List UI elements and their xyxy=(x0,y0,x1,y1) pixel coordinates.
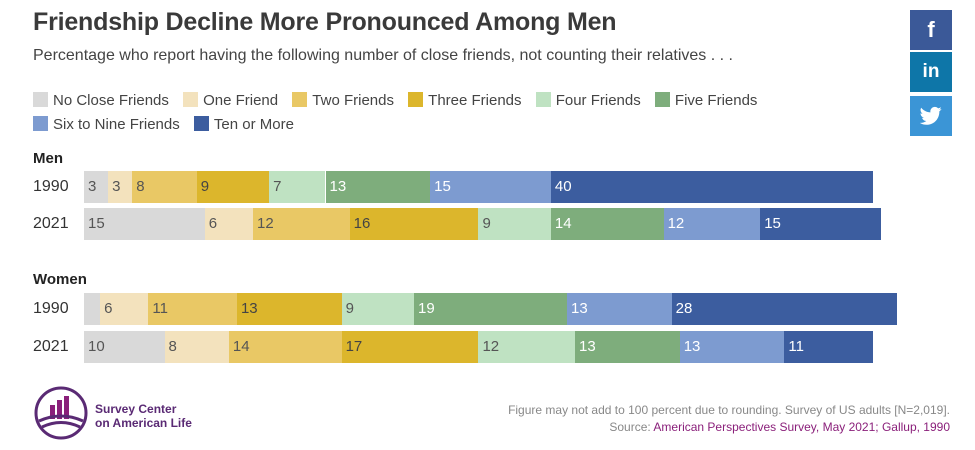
legend-swatch xyxy=(33,92,48,107)
bar-men-2021: 15 6 12 16 9 14 12 15 xyxy=(84,208,881,240)
source-prefix: Source: xyxy=(609,420,654,434)
legend-label: One Friend xyxy=(203,92,279,109)
twitter-icon xyxy=(920,106,942,125)
bar-segment-two-friends: 11 xyxy=(148,293,237,325)
legend-item-five-friends: Five Friends xyxy=(654,89,758,113)
bar-segment-three-friends: 16 xyxy=(349,208,479,240)
bar-segment-six-to-nine-friends: 13 xyxy=(679,331,785,363)
legend-item-one-friend: One Friend xyxy=(183,89,278,113)
legend: No Close Friends One Friend Two Friends … xyxy=(33,89,903,137)
twitter-share-button[interactable] xyxy=(910,96,952,136)
facebook-icon: f xyxy=(927,17,935,42)
legend-label: Ten or More xyxy=(213,116,294,133)
bar-segment-six-to-nine-friends: 13 xyxy=(567,293,672,325)
legend-item-six-to-nine-friends: Six to Nine Friends xyxy=(33,113,180,137)
bar-segment-three-friends: 13 xyxy=(236,293,342,325)
legend-swatch xyxy=(33,116,48,131)
logo-line-2: on American Life xyxy=(95,416,192,430)
row-label-men-2021: 2021 xyxy=(33,215,69,232)
row-label-women-1990: 1990 xyxy=(33,300,69,317)
chart-title: Friendship Decline More Pronounced Among… xyxy=(33,8,617,36)
bar-segment-four-friends: 12 xyxy=(478,331,576,363)
source-link[interactable]: American Perspectives Survey, May 2021; … xyxy=(653,420,950,434)
legend-item-no-close-friends: No Close Friends xyxy=(33,89,169,113)
source-line: Source: American Perspectives Survey, Ma… xyxy=(508,419,950,436)
legend-label: Five Friends xyxy=(674,92,758,109)
bar-segment-no-close-friends: 3 xyxy=(84,171,109,203)
row-label-men-1990: 1990 xyxy=(33,178,69,195)
bar-segment-four-friends: 7 xyxy=(269,171,326,203)
bar-segment-no-close-friends: 15 xyxy=(84,208,205,240)
bar-segment-one-friend: 3 xyxy=(108,171,133,203)
group-label-men: Men xyxy=(33,150,63,167)
survey-center-logo xyxy=(34,386,88,440)
chart-subtitle: Percentage who report having the followi… xyxy=(33,47,733,64)
bar-segment-ten-or-more: 28 xyxy=(671,293,898,325)
legend-label: Two Friends xyxy=(312,92,394,109)
bar-segment-six-to-nine-friends: 15 xyxy=(430,171,551,203)
facebook-share-button[interactable]: f xyxy=(910,10,952,50)
bar-segment-two-friends: 12 xyxy=(253,208,350,240)
bar-segment-ten-or-more: 11 xyxy=(784,331,873,363)
bar-segment-five-friends: 13 xyxy=(325,171,431,203)
linkedin-share-button[interactable]: in xyxy=(910,52,952,92)
legend-label: Six to Nine Friends xyxy=(53,116,180,133)
legend-item-four-friends: Four Friends xyxy=(535,89,641,113)
bar-segment-ten-or-more: 15 xyxy=(760,208,881,240)
legend-swatch xyxy=(193,116,209,131)
footnote: Figure may not add to 100 percent due to… xyxy=(508,402,950,436)
legend-item-ten-or-more: Ten or More xyxy=(193,113,294,137)
logo-line-1: Survey Center xyxy=(95,402,177,416)
legend-swatch xyxy=(535,92,551,107)
linkedin-icon: in xyxy=(922,61,940,82)
legend-item-three-friends: Three Friends xyxy=(408,89,522,113)
logo-text: Survey Center on American Life xyxy=(95,402,192,430)
bar-segment-two-friends: 8 xyxy=(132,171,197,203)
group-label-women: Women xyxy=(33,271,87,288)
footnote-line: Figure may not add to 100 percent due to… xyxy=(508,403,950,417)
bar-women-2021: 10 8 14 17 12 13 13 11 xyxy=(84,331,873,363)
legend-item-two-friends: Two Friends xyxy=(292,89,394,113)
bar-men-1990: 3 3 8 9 7 13 15 40 xyxy=(84,171,873,203)
bar-segment-five-friends: 13 xyxy=(575,331,680,363)
bar-segment-five-friends: 19 xyxy=(414,293,567,325)
bar-segment-no-close-friends xyxy=(84,293,101,325)
bar-segment-no-close-friends: 10 xyxy=(84,331,165,363)
bar-segment-three-friends: 17 xyxy=(341,331,479,363)
bar-segment-four-friends: 9 xyxy=(341,293,415,325)
legend-swatch xyxy=(408,92,424,107)
legend-swatch xyxy=(183,92,199,107)
bar-segment-one-friend: 6 xyxy=(100,293,149,325)
legend-label: No Close Friends xyxy=(53,92,169,109)
bar-segment-two-friends: 14 xyxy=(228,331,342,363)
bar-segment-six-to-nine-friends: 12 xyxy=(663,208,761,240)
legend-swatch xyxy=(292,92,308,107)
legend-label: Four Friends xyxy=(555,92,641,109)
bar-segment-ten-or-more: 40 xyxy=(550,171,873,203)
bar-women-1990: 6 11 13 9 19 13 28 xyxy=(84,293,898,325)
row-label-women-2021: 2021 xyxy=(33,338,69,355)
bar-segment-three-friends: 9 xyxy=(196,171,270,203)
bar-segment-four-friends: 9 xyxy=(478,208,551,240)
bar-segment-five-friends: 14 xyxy=(550,208,664,240)
legend-label: Three Friends xyxy=(428,92,522,109)
legend-swatch xyxy=(654,92,670,107)
bar-segment-one-friend: 8 xyxy=(164,331,229,363)
bar-segment-one-friend: 6 xyxy=(204,208,254,240)
